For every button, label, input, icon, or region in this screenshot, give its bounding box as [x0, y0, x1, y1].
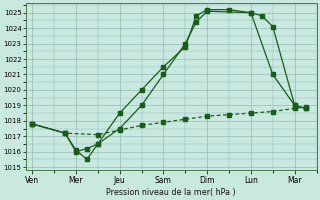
- X-axis label: Pression niveau de la mer( hPa ): Pression niveau de la mer( hPa ): [106, 188, 236, 197]
